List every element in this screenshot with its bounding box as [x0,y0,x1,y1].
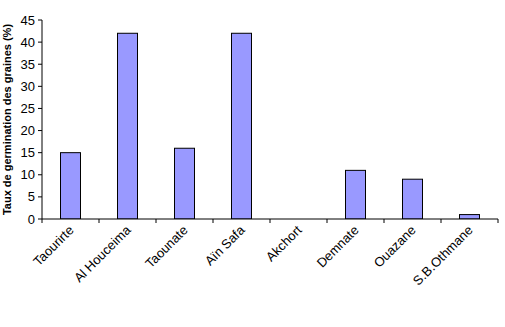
x-tick-label: Akchort [263,222,305,264]
y-tick-label: 10 [21,167,35,182]
y-tick-label: 15 [21,145,35,160]
bar [61,153,81,219]
y-tick-label: 5 [28,189,35,204]
x-tick [156,219,157,223]
x-tick [441,219,442,223]
y-axis [42,20,43,219]
x-tick [327,219,328,223]
x-tick-label: Aïn Safa [202,222,248,268]
x-tick-label: Taounate [142,223,190,271]
y-tick-label: 40 [21,35,35,50]
y-tick [38,130,42,131]
bar [346,170,366,219]
x-tick [270,219,271,223]
x-tick-label: S.B.Othmane [410,223,476,289]
y-tick [38,174,42,175]
y-axis-label: Taux de germination des graines (%) [1,24,13,215]
bar [175,148,195,219]
bar [403,179,423,219]
x-tick [213,219,214,223]
x-tick-label: Taourirte [30,223,76,269]
chart: 051015202530354045TaourirteAl HouceimaTa… [0,0,505,327]
x-tick-label: Al Houceima [71,222,134,285]
y-tick-label: 35 [21,57,35,72]
x-tick-label: Ouazane [371,223,419,271]
x-tick [42,219,43,223]
y-tick [38,20,42,21]
x-tick [99,219,100,223]
y-tick [38,196,42,197]
y-tick [38,42,42,43]
y-tick-label: 20 [21,123,35,138]
y-tick-label: 0 [28,212,35,227]
chart-container: 051015202530354045TaourirteAl HouceimaTa… [0,0,505,327]
y-tick [38,86,42,87]
bars [61,33,480,219]
y-tick [38,108,42,109]
x-tick [498,219,499,223]
bar [460,215,480,219]
y-tick [38,152,42,153]
bar [118,33,138,219]
y-tick-label: 30 [21,79,35,94]
y-tick [38,64,42,65]
bar [232,33,252,219]
y-tick-label: 45 [21,13,35,28]
y-tick-label: 25 [21,101,35,116]
x-tick [384,219,385,223]
x-tick-label: Demnate [314,223,362,271]
y-tick [38,219,42,220]
